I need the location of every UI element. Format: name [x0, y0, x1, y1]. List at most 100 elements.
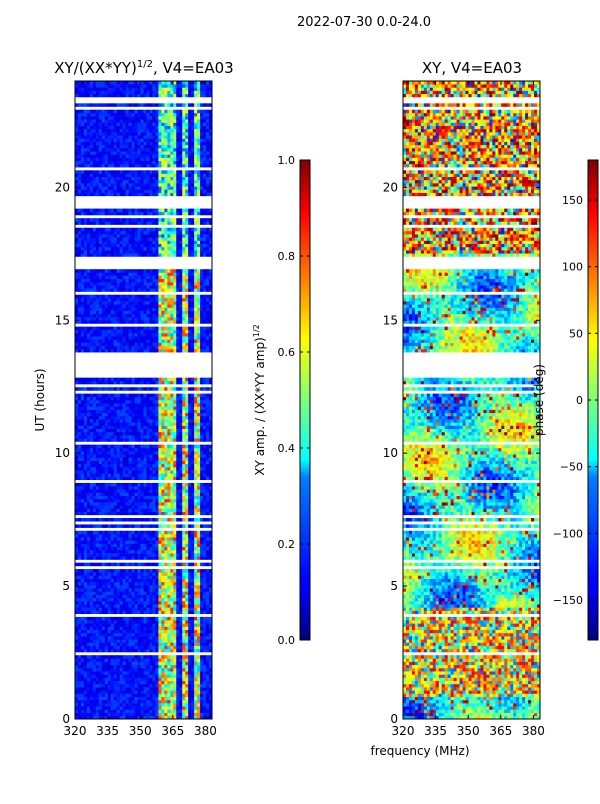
heatmap-cell: [173, 588, 177, 592]
heatmap-cell: [113, 310, 117, 315]
heatmap-cell: [104, 629, 109, 634]
heatmap-cell: [95, 578, 100, 583]
heatmap-cell: [119, 428, 123, 433]
heatmap-cell: [209, 473, 213, 477]
heatmap-cell: [152, 712, 156, 717]
heatmap-cell: [140, 639, 144, 643]
heatmap-cell: [107, 616, 112, 621]
heatmap-cell: [200, 460, 204, 465]
heatmap-cell: [173, 556, 177, 560]
heatmap-cell: [209, 616, 213, 621]
heatmap-cell: [110, 543, 115, 548]
heatmap-cell: [149, 380, 153, 385]
heatmap-cell: [86, 569, 91, 573]
heatmap-cell: [188, 690, 192, 694]
heatmap-cell: [149, 645, 153, 650]
amplitude-heatmap: [75, 81, 213, 720]
heatmap-cell: [75, 575, 79, 579]
heatmap-cell: [209, 489, 213, 493]
heatmap-cell: [200, 674, 204, 678]
heatmap-cell: [110, 348, 115, 353]
heatmap-cell: [146, 400, 150, 404]
heatmap-cell: [77, 482, 82, 487]
heatmap-cell: [92, 415, 97, 420]
heatmap-cell: [143, 585, 147, 589]
heatmap-cell: [209, 482, 213, 487]
heatmap-cell: [104, 709, 109, 713]
heatmap-cell: [191, 562, 195, 567]
heatmap-cell: [167, 693, 171, 697]
heatmap-cell: [209, 696, 213, 701]
heatmap-cell: [77, 537, 82, 541]
heatmap-cell: [182, 572, 186, 576]
heatmap-cell: [182, 674, 186, 678]
heatmap-cell: [155, 537, 159, 541]
heatmap-cell: [188, 696, 192, 701]
heatmap-cell: [176, 447, 180, 452]
heatmap-cell: [155, 310, 159, 315]
heatmap-cell: [203, 339, 207, 343]
heatmap-cell: [164, 419, 168, 423]
heatmap-cell: [131, 632, 135, 637]
heatmap-cell: [140, 329, 144, 334]
heatmap-cell: [146, 683, 150, 688]
heatmap-cell: [107, 313, 112, 318]
heatmap-cell: [110, 409, 115, 414]
heatmap-cell: [203, 677, 207, 682]
heatmap-cell: [197, 540, 201, 544]
heatmap-cell: [104, 393, 109, 398]
heatmap-cell: [134, 380, 138, 385]
heatmap-cell: [173, 546, 177, 551]
heatmap-cell: [176, 626, 180, 630]
heatmap-cell: [194, 438, 198, 442]
heatmap-cell: [80, 607, 85, 611]
heatmap-cell: [119, 336, 123, 340]
heatmap-cell: [173, 623, 177, 627]
heatmap-cell: [203, 581, 207, 586]
heatmap-cell: [152, 380, 156, 385]
heatmap-cell: [104, 642, 109, 646]
heatmap-cell: [149, 387, 153, 391]
heatmap-cell: [131, 661, 135, 666]
heatmap-cell: [83, 508, 88, 512]
heatmap-cell: [116, 661, 120, 666]
heatmap-cell: [125, 639, 129, 643]
heatmap-cell: [161, 508, 165, 512]
heatmap-cell: [143, 677, 147, 682]
heatmap-cell: [182, 709, 186, 713]
heatmap-cell: [182, 345, 186, 350]
heatmap-cell: [191, 342, 195, 347]
heatmap-cell: [122, 712, 126, 717]
heatmap-cell: [197, 661, 201, 666]
heatmap-cell: [197, 597, 201, 602]
heatmap-cell: [191, 667, 195, 672]
heatmap-cell: [140, 470, 144, 474]
heatmap-cell: [89, 326, 94, 331]
heatmap-cell: [122, 307, 126, 311]
heatmap-cell: [191, 607, 195, 611]
heatmap-cell: [131, 569, 135, 573]
heatmap-cell: [116, 406, 120, 410]
heatmap-cell: [134, 581, 138, 586]
heatmap-cell: [110, 533, 115, 538]
heatmap-cell: [140, 447, 144, 452]
heatmap-cell: [158, 320, 162, 324]
heatmap-cell: [83, 610, 88, 615]
heatmap-cell: [191, 444, 195, 449]
heatmap-cell: [83, 696, 88, 701]
heatmap-cell: [80, 422, 85, 426]
heatmap-cell: [188, 380, 192, 385]
heatmap-cell: [188, 333, 192, 337]
heatmap-cell: [128, 546, 132, 551]
heatmap-cell: [86, 317, 91, 321]
heatmap-cell: [176, 400, 180, 404]
heatmap-cell: [107, 674, 112, 678]
heatmap-cell: [167, 600, 171, 605]
heatmap-cell: [203, 431, 207, 436]
heatmap-cell: [191, 518, 195, 522]
heatmap-cell: [185, 377, 189, 382]
heatmap-cell: [143, 648, 147, 653]
heatmap-cell: [83, 317, 88, 321]
heatmap-cell: [158, 425, 162, 430]
heatmap-cell: [125, 435, 129, 439]
